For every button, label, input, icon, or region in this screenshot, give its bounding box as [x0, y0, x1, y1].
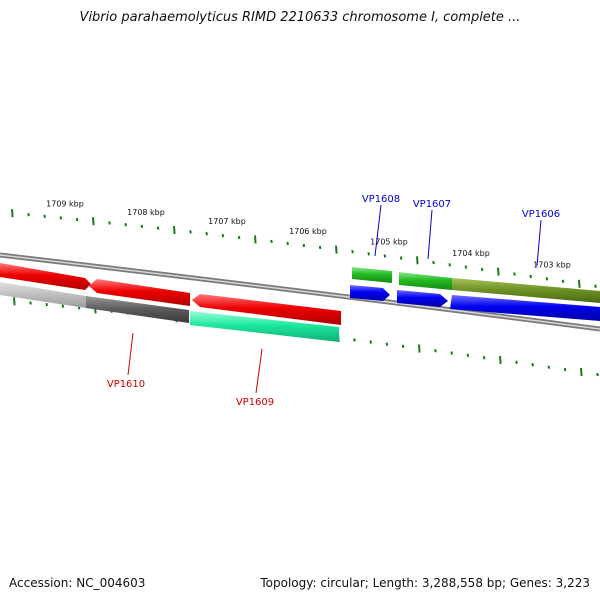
vp1610-leader: [127, 332, 134, 376]
minor-tick: [45, 302, 48, 307]
gene-vp1611-arrow[interactable]: [0, 263, 91, 290]
vp1606-leader: [536, 219, 542, 267]
kbp-label: 1709 kbp: [46, 199, 84, 208]
minor-tick: [286, 241, 289, 246]
gene-vp1611-lower[interactable]: [0, 282, 86, 308]
minor-tick: [448, 263, 451, 267]
minor-tick: [27, 213, 30, 217]
minor-tick: [383, 254, 387, 258]
gene-vp1606-top[interactable]: [452, 278, 600, 303]
major-tick: [92, 217, 95, 226]
gene-label-vp1610[interactable]: VP1610: [107, 379, 145, 390]
minor-tick: [480, 267, 484, 272]
gene-vp1608-top[interactable]: [352, 267, 392, 283]
gene-vp1608-arrow[interactable]: [350, 285, 390, 301]
major-tick: [13, 297, 16, 306]
minor-tick: [221, 233, 225, 238]
scale-ticks-upper: [11, 209, 597, 288]
minor-tick: [351, 249, 354, 254]
minor-tick: [353, 338, 356, 342]
minor-tick: [367, 252, 370, 256]
minor-tick: [205, 232, 208, 236]
minor-tick: [561, 279, 565, 283]
gene-label-vp1607[interactable]: VP1607: [413, 199, 451, 210]
minor-tick: [515, 360, 518, 365]
minor-tick: [237, 235, 241, 240]
minor-tick: [464, 265, 468, 269]
gene-vp1609-arrow[interactable]: [192, 294, 341, 325]
minor-tick: [385, 342, 389, 346]
kbp-label: 1707 kbp: [208, 217, 246, 226]
major-tick: [580, 367, 583, 377]
accession-text: Accession: NC_004603: [9, 576, 146, 590]
minor-tick: [596, 372, 599, 377]
major-tick: [497, 267, 500, 276]
major-tick: [335, 245, 338, 254]
major-tick: [578, 279, 581, 288]
gene-vp1610-arrow[interactable]: [89, 279, 190, 306]
minor-tick: [270, 239, 273, 244]
minor-tick: [140, 224, 144, 229]
minor-tick: [563, 367, 567, 372]
minor-tick: [513, 272, 516, 276]
minor-tick: [545, 277, 549, 281]
kbp-label: 1706 kbp: [289, 227, 327, 236]
minor-tick: [43, 214, 46, 219]
major-tick: [416, 256, 419, 265]
minor-tick: [432, 260, 435, 265]
major-tick: [499, 355, 502, 365]
gene-label-vp1608[interactable]: VP1608: [362, 194, 400, 205]
minor-tick: [401, 344, 405, 349]
minor-tick: [529, 274, 532, 279]
minor-tick: [59, 216, 63, 220]
minor-tick: [594, 284, 597, 288]
minor-tick: [302, 243, 306, 248]
gene-vp1606-arrow[interactable]: [450, 295, 600, 321]
vp1609-leader: [255, 348, 263, 394]
minor-tick: [108, 221, 111, 225]
gene-label-vp1606[interactable]: VP1606: [522, 209, 560, 220]
minor-tick: [450, 351, 453, 355]
gene-vp1609-lower[interactable]: [190, 311, 339, 342]
minor-tick: [124, 223, 127, 227]
major-tick: [173, 225, 176, 235]
minor-tick: [29, 301, 32, 305]
minor-tick: [434, 349, 437, 353]
major-tick: [11, 209, 14, 218]
minor-tick: [318, 245, 322, 250]
minor-tick: [156, 226, 160, 230]
gene-vp1607-top[interactable]: [399, 272, 452, 290]
minor-tick: [369, 340, 372, 344]
vp1607-leader: [427, 209, 433, 260]
gene-vp1610-lower[interactable]: [86, 296, 189, 323]
backbone-line-highlight: [0, 254, 600, 330]
kbp-label: 1704 kbp: [452, 249, 490, 258]
kbp-label: 1708 kbp: [127, 208, 165, 217]
minor-tick: [466, 353, 470, 358]
major-tick: [418, 344, 421, 353]
topology-summary: Topology: circular; Length: 3,288,558 bp…: [260, 576, 590, 590]
kbp-label: 1703 kbp: [533, 261, 571, 270]
scale-labels: 1709 kbp 1708 kbp 1707 kbp 1706 kbp 1705 kbp…: [46, 199, 571, 269]
gene-label-vp1609[interactable]: VP1609: [236, 397, 274, 408]
minor-tick: [399, 256, 403, 260]
gene-vp1607-arrow[interactable]: [397, 290, 448, 307]
minor-tick: [531, 363, 534, 367]
minor-tick: [189, 230, 192, 234]
minor-tick: [547, 365, 551, 369]
kbp-label: 1705 kbp: [370, 238, 408, 247]
vp1608-leader: [374, 204, 382, 257]
map-title: Vibrio parahaemolyticus RIMD 2210633 chr…: [79, 10, 521, 25]
minor-tick: [482, 355, 486, 360]
minor-tick: [75, 217, 79, 222]
minor-tick: [61, 304, 65, 308]
major-tick: [254, 235, 257, 244]
